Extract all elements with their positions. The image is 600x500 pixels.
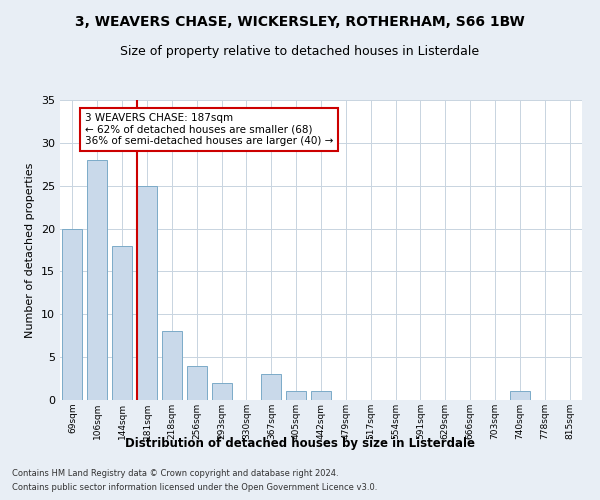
Bar [162, 332, 182, 400]
Text: 3 WEAVERS CHASE: 187sqm
← 62% of detached houses are smaller (68)
36% of semi-de: 3 WEAVERS CHASE: 187sqm ← 62% of detache… [85, 113, 333, 146]
Text: Distribution of detached houses by size in Listerdale: Distribution of detached houses by size … [125, 438, 475, 450]
Bar [62, 228, 82, 400]
Text: 3, WEAVERS CHASE, WICKERSLEY, ROTHERHAM, S66 1BW: 3, WEAVERS CHASE, WICKERSLEY, ROTHERHAM,… [75, 15, 525, 29]
Bar [212, 383, 232, 400]
Bar [88, 160, 107, 400]
Bar [112, 246, 132, 400]
Bar [262, 374, 281, 400]
Text: Contains public sector information licensed under the Open Government Licence v3: Contains public sector information licen… [12, 484, 377, 492]
Bar [137, 186, 157, 400]
Bar [286, 392, 306, 400]
Bar [187, 366, 206, 400]
Y-axis label: Number of detached properties: Number of detached properties [25, 162, 35, 338]
Bar [311, 392, 331, 400]
Text: Contains HM Land Registry data © Crown copyright and database right 2024.: Contains HM Land Registry data © Crown c… [12, 468, 338, 477]
Bar [510, 392, 530, 400]
Text: Size of property relative to detached houses in Listerdale: Size of property relative to detached ho… [121, 45, 479, 58]
